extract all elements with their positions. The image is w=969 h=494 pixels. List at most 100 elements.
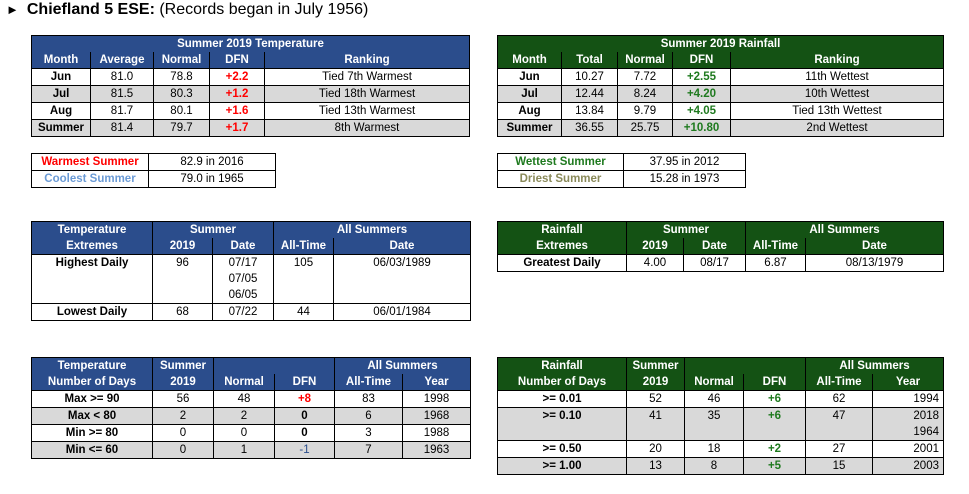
blank-cell (743, 424, 806, 441)
average-cell: 81.0 (90, 68, 154, 86)
table-row: 07/05 (31, 271, 471, 287)
count-cell: 0 (152, 424, 214, 442)
column-header: Rainfall (541, 223, 583, 236)
table-header: Temperature Summer All Summers (31, 357, 471, 374)
table-row: >= 0.10 41 35 +6 47 2018 (497, 407, 944, 424)
normal-cell: 8 (684, 457, 744, 475)
temperature-days-table: Temperature Summer All Summers Number of… (31, 357, 471, 459)
table-header: Rainfall Summer All Summers (497, 357, 944, 374)
blank-cell (497, 424, 627, 441)
column-header: Date (333, 238, 471, 255)
table-row: Jun 81.0 78.8 +2.2 Tied 7th Warmest (31, 68, 471, 86)
table-row: 1964 (497, 424, 944, 441)
normal-cell: 0 (213, 424, 275, 442)
ranking-cell: 2nd Wettest (729, 119, 945, 137)
dfn-cell: -1 (274, 441, 335, 459)
highest-date: 07/17 (212, 254, 274, 271)
dfn-cell: 0 (274, 424, 335, 442)
month-cell: Jul (497, 85, 562, 103)
ranking-cell: Tied 7th Warmest (263, 68, 471, 86)
year-cell: 1963 (402, 441, 471, 459)
column-header: Total (561, 52, 618, 69)
ranking-cell: 8th Warmest (263, 119, 471, 137)
blank-cell (333, 287, 471, 304)
table-row: Warmest Summer 82.9 in 2016 (31, 153, 276, 171)
station-name: Chiefland 5 ESE: (26, 1, 155, 18)
greatest-daily-value: 4.00 (626, 254, 684, 272)
table-header: Summer 2019 Rainfall (497, 35, 944, 52)
dfn-cell: +6 (743, 407, 806, 424)
month-cell: Summer (31, 119, 91, 137)
column-header: Normal (153, 52, 210, 69)
ranking-cell: 11th Wettest (729, 68, 945, 86)
blank-cell (273, 287, 334, 304)
lowest-daily-label: Lowest Daily (31, 303, 153, 321)
normal-cell: 2 (213, 407, 275, 425)
table-title: Summer 2019 Rainfall (660, 37, 781, 50)
coolest-value: 79.0 in 1965 (148, 170, 276, 188)
driest-value: 15.28 in 1973 (623, 170, 746, 188)
condition-cell: >= 1.00 (497, 457, 627, 475)
dfn-cell: 0 (274, 407, 335, 425)
table-row: >= 0.01 52 46 +6 62 1994 (497, 390, 944, 408)
column-header: All Summers (805, 357, 944, 374)
column-header: Date (805, 238, 944, 255)
condition-cell: >= 0.01 (497, 390, 627, 408)
column-header: Summer (626, 357, 685, 374)
blank-cell (31, 271, 153, 287)
table-row: Jul 81.5 80.3 +1.2 Tied 18th Warmest (31, 85, 471, 103)
table-row: Lowest Daily 68 07/22 44 06/01/1984 (31, 303, 471, 321)
highest-date: 07/05 (212, 271, 274, 287)
count-cell: 56 (152, 390, 214, 408)
column-header: Extremes (66, 239, 118, 252)
lowest-date: 07/22 (212, 303, 274, 321)
column-headers: Extremes 2019 Date All-Time Date (497, 238, 944, 255)
dfn-cell: +4.05 (672, 102, 731, 120)
column-header: All-Time (273, 238, 334, 255)
normal-cell: 46 (684, 390, 744, 408)
column-header: 2019 (626, 374, 685, 391)
wettest-label: Wettest Summer (497, 153, 624, 171)
lowest-daily-value: 68 (152, 303, 213, 321)
alltime-cell: 3 (334, 424, 403, 442)
table-row: >= 1.00 13 8 +5 15 2003 (497, 457, 944, 475)
column-header: 2019 (152, 374, 214, 391)
column-header: Ranking (729, 52, 944, 69)
table-row: Summer 36.55 25.75 +10.80 2nd Wettest (497, 119, 945, 137)
dfn-cell: +1.2 (209, 85, 265, 103)
temperature-records-table: Warmest Summer 82.9 in 2016 Coolest Summe… (31, 153, 276, 188)
alltime-cell: 47 (805, 407, 873, 424)
table-header: Summer 2019 Temperature (31, 35, 470, 52)
greatest-alltime: 6.87 (745, 254, 806, 272)
dfn-cell: +5 (743, 457, 806, 475)
column-header: Summer (626, 221, 746, 238)
month-cell: Summer (497, 119, 562, 137)
month-cell: Jun (497, 68, 562, 86)
condition-cell: Max >= 90 (31, 390, 153, 408)
normal-cell: 80.3 (153, 85, 210, 103)
average-cell: 81.7 (90, 102, 154, 120)
column-header: Normal (617, 52, 673, 69)
dfn-cell: +2.2 (209, 68, 265, 86)
rainfall-days-table: Rainfall Summer All Summers Number of Da… (497, 357, 944, 475)
normal-cell: 1 (213, 441, 275, 459)
column-header: Normal (684, 374, 744, 391)
column-header: Number of Days (517, 375, 607, 388)
dfn-cell: +1.6 (209, 102, 265, 120)
condition-cell: Min <= 60 (31, 441, 153, 459)
table-row: Coolest Summer 79.0 in 1965 (31, 170, 276, 188)
ranking-cell: Tied 18th Warmest (263, 85, 471, 103)
normal-cell: 79.7 (153, 119, 210, 137)
year-cell: 1988 (402, 424, 471, 442)
warmest-label: Warmest Summer (31, 153, 149, 171)
ranking-cell: Tied 13th Wettest (729, 102, 945, 120)
highest-daily-value: 96 (152, 254, 213, 271)
table-row: Min <= 60 0 1 -1 7 1963 (31, 441, 471, 459)
count-cell: 41 (626, 407, 685, 424)
blank-cell (805, 424, 873, 441)
dfn-cell: +4.20 (672, 85, 731, 103)
table-row: Min >= 80 0 0 0 3 1988 (31, 424, 471, 442)
table-row: >= 0.50 20 18 +2 27 2001 (497, 440, 944, 458)
blank-cell (626, 424, 685, 441)
ranking-cell: Tied 13th Warmest (263, 102, 471, 120)
